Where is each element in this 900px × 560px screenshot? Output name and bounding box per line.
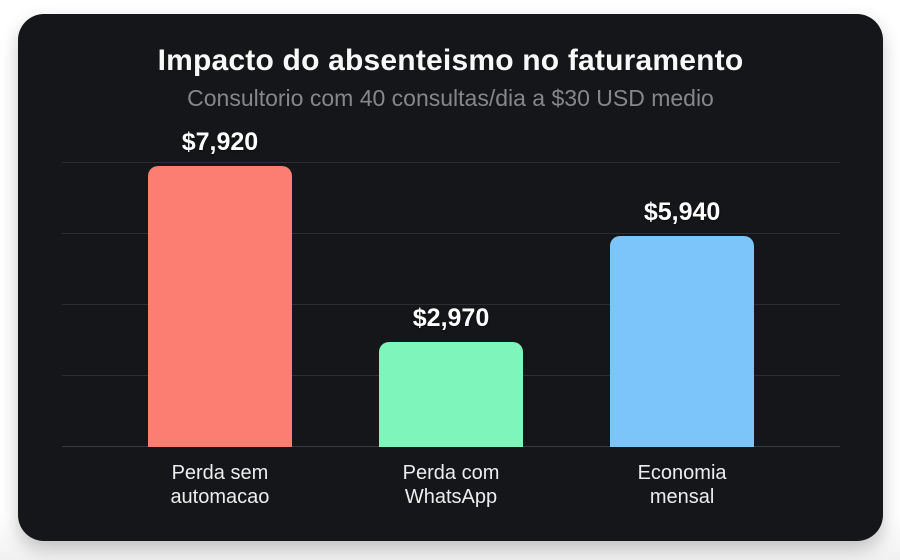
- category-label-line: Economia: [637, 462, 727, 484]
- gridline: [62, 304, 840, 305]
- bar-0: [147, 165, 292, 447]
- category-label-2: Economia mensal: [638, 461, 727, 509]
- gridline: [62, 233, 840, 234]
- bar-group-2: $5,940: [610, 198, 755, 447]
- bar-1: [379, 341, 523, 447]
- category-label-line: mensal: [649, 486, 715, 508]
- category-label-line: Perda sem: [171, 462, 269, 484]
- gridline: [62, 162, 840, 163]
- chart-subtitle: Consultorio com 40 consultas/dia a $30 U…: [187, 85, 714, 111]
- category-label-line: WhatsApp: [404, 486, 498, 508]
- category-label-line: Perda com: [402, 462, 500, 484]
- bar-value-label-0: $7,920: [181, 127, 259, 156]
- chart-card: Impacto do absenteismo no faturamento Co…: [18, 14, 883, 541]
- category-label-0: Perda sem automacao: [170, 461, 269, 509]
- bar-2: [610, 236, 755, 447]
- category-label-1: Perda com WhatsApp: [403, 461, 500, 509]
- bar-value-label-2: $5,940: [643, 198, 721, 227]
- chart-title: Impacto do absenteismo no faturamento: [157, 44, 744, 77]
- bar-group-1: $2,970: [379, 304, 523, 447]
- bar-group-0: $7,920: [147, 128, 292, 447]
- plot-area: $7,920 Perda sem automacao $2,970 Perda com W…: [62, 128, 840, 508]
- category-label-line: automacao: [170, 486, 270, 508]
- bar-value-label-1: $2,970: [412, 303, 490, 332]
